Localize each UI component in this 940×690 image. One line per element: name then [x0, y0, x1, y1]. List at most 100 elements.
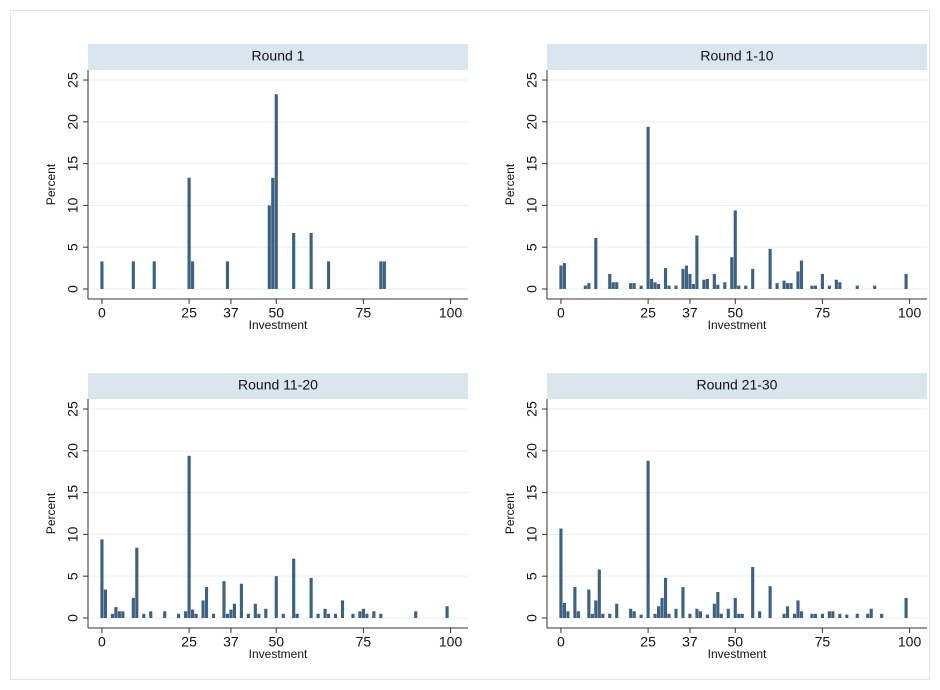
y-tick-label: 25	[65, 401, 81, 417]
bar	[379, 261, 383, 289]
x-tick-label: 25	[640, 305, 656, 321]
x-tick-label: 25	[181, 634, 197, 650]
bar	[191, 261, 195, 289]
bar	[667, 613, 671, 618]
bar	[813, 613, 818, 618]
bar	[674, 608, 678, 618]
x-tick-label: 75	[356, 634, 372, 650]
bar	[271, 177, 275, 289]
x-tick-label: 100	[439, 634, 463, 650]
y-tick-label: 5	[524, 572, 540, 580]
y-tick-label: 20	[524, 114, 540, 130]
bar	[246, 613, 250, 618]
bar	[726, 608, 730, 618]
x-tick-label: 50	[268, 305, 284, 321]
bar	[110, 613, 114, 618]
x-tick-label: 0	[557, 634, 565, 650]
bar	[333, 613, 338, 618]
bar	[799, 260, 804, 289]
bar	[292, 558, 296, 618]
bar	[562, 263, 566, 289]
bar	[257, 613, 261, 618]
bar	[361, 608, 365, 618]
bar	[615, 603, 619, 618]
bar	[796, 271, 800, 289]
y-tick-label: 0	[524, 285, 540, 293]
y-tick-label: 15	[524, 485, 540, 501]
bar	[653, 613, 657, 618]
bar	[705, 614, 709, 618]
bar	[229, 609, 233, 618]
bar	[587, 589, 591, 618]
bar	[813, 285, 818, 289]
x-tick-label: 37	[682, 305, 698, 321]
y-tick-label: 5	[65, 243, 81, 251]
bar	[131, 261, 135, 289]
bar	[629, 608, 633, 618]
x-tick-label: 50	[727, 634, 743, 650]
bar	[340, 600, 345, 618]
panel-title: Round 21-30	[697, 377, 778, 393]
y-tick-label: 10	[524, 197, 540, 213]
bar	[281, 613, 285, 618]
bar	[845, 614, 849, 618]
bar	[445, 606, 449, 618]
bar	[100, 261, 104, 289]
panel-title: Round 1-10	[700, 48, 773, 64]
x-tick-label: 100	[898, 305, 922, 321]
bar	[225, 613, 230, 618]
bar	[351, 613, 355, 618]
bar	[163, 611, 167, 618]
bar	[573, 587, 577, 618]
bar	[152, 261, 156, 289]
bar	[594, 600, 598, 618]
bar	[674, 285, 678, 289]
bar	[222, 581, 226, 618]
y-tick-label: 0	[65, 285, 81, 293]
x-axis-label: Investment	[249, 647, 308, 661]
bar	[768, 248, 772, 289]
bar	[590, 613, 594, 618]
bar	[869, 608, 873, 618]
bar	[716, 592, 720, 618]
bar	[782, 613, 786, 618]
x-tick-label: 75	[815, 634, 831, 650]
bar	[712, 603, 716, 618]
y-tick-label: 15	[65, 485, 81, 501]
bar	[719, 613, 723, 618]
bar	[232, 603, 236, 618]
panel-strip	[88, 44, 468, 70]
bar	[681, 587, 685, 618]
bar	[323, 608, 327, 618]
bar	[785, 283, 790, 289]
bar	[587, 283, 591, 289]
bar	[695, 235, 699, 289]
bar	[295, 613, 299, 618]
bar	[135, 547, 139, 618]
bar	[660, 597, 664, 618]
bar	[358, 611, 362, 618]
bar	[211, 613, 216, 618]
bar	[827, 285, 831, 289]
bar	[834, 279, 838, 289]
bar	[639, 285, 643, 289]
bar	[681, 268, 685, 289]
bar	[204, 587, 209, 618]
bar	[737, 285, 741, 289]
bar	[653, 282, 657, 289]
bar	[744, 285, 748, 289]
bar	[103, 589, 107, 618]
y-axis-label: Percent	[44, 163, 58, 205]
bar	[149, 611, 153, 618]
bar	[274, 576, 278, 618]
bar	[688, 613, 692, 618]
x-axis-label: Investment	[708, 647, 767, 661]
x-tick-label: 0	[98, 634, 106, 650]
panel-strip	[88, 373, 468, 399]
x-tick-label: 50	[268, 634, 284, 650]
y-tick-label: 0	[65, 614, 81, 622]
bar	[646, 126, 650, 289]
bar	[292, 232, 296, 289]
bar	[632, 611, 636, 618]
